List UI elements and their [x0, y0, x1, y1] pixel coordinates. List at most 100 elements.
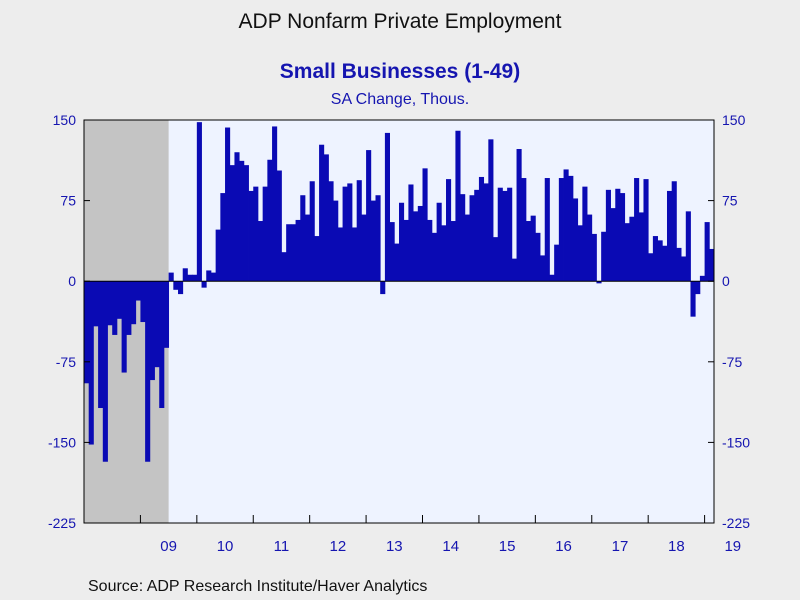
bar	[112, 281, 118, 335]
x-tick-label: 15	[499, 538, 516, 555]
x-tick-label: 12	[330, 538, 347, 555]
source-note: Source: ADP Research Institute/Haver Ana…	[88, 578, 428, 595]
bar	[356, 180, 362, 282]
bar	[234, 152, 240, 282]
bar	[695, 281, 701, 295]
bar	[525, 221, 532, 282]
bar	[163, 281, 170, 348]
bar	[502, 190, 508, 282]
bar	[422, 168, 428, 282]
bar	[300, 195, 306, 282]
bar	[384, 132, 390, 282]
bar	[201, 281, 207, 288]
y-tick-label-right: -75	[722, 354, 742, 370]
bar	[140, 281, 146, 323]
bar	[272, 126, 278, 282]
bar	[427, 219, 433, 282]
bar	[615, 188, 621, 282]
bar	[328, 181, 334, 282]
bar	[591, 233, 597, 282]
bar	[135, 281, 141, 301]
bar	[455, 130, 461, 282]
bar	[511, 258, 517, 282]
bar	[638, 212, 644, 282]
bar	[657, 240, 663, 282]
x-tick-label: 14	[442, 538, 459, 555]
bar	[671, 181, 677, 282]
bar	[182, 268, 188, 282]
bar	[474, 189, 480, 282]
bar	[554, 244, 560, 282]
y-tick-label-right: 150	[722, 112, 746, 128]
bar	[624, 223, 630, 282]
bar	[544, 178, 550, 282]
chart-subtitle: Small Businesses (1-49)	[279, 60, 521, 83]
bar	[648, 253, 654, 282]
y-tick-label-left: -150	[48, 434, 76, 450]
bar	[333, 200, 339, 282]
bar	[540, 255, 546, 282]
bar	[243, 165, 249, 282]
x-tick-label: 11	[274, 538, 290, 555]
bar	[704, 222, 710, 282]
bar	[154, 281, 160, 368]
bar	[192, 274, 198, 282]
bar	[229, 165, 235, 282]
bar	[587, 214, 593, 282]
bar	[361, 214, 367, 282]
bar	[248, 190, 254, 282]
y-tick-label-right: 75	[722, 193, 738, 209]
bar	[460, 194, 466, 282]
bar	[394, 243, 400, 282]
bar	[257, 221, 264, 282]
bar	[98, 281, 104, 409]
x-tick-label: 17	[612, 538, 629, 555]
bar	[568, 175, 574, 282]
bar	[549, 274, 555, 282]
bar	[643, 179, 649, 282]
bar	[596, 281, 602, 284]
bar	[253, 186, 259, 282]
bar	[351, 227, 358, 282]
bar	[690, 281, 696, 317]
plot-frame	[83, 119, 715, 524]
bar	[262, 186, 268, 282]
bar	[493, 237, 499, 282]
bar	[629, 216, 635, 282]
y-tick-label-left: -225	[48, 515, 76, 531]
bar	[121, 281, 127, 373]
bar	[215, 229, 221, 282]
bar	[408, 184, 414, 282]
bar	[652, 236, 658, 282]
bar	[337, 227, 343, 282]
bar	[276, 170, 282, 282]
bar	[210, 272, 217, 282]
bar	[441, 225, 447, 282]
bar	[107, 281, 113, 326]
bar	[131, 281, 137, 325]
bar	[403, 219, 409, 282]
bar	[187, 274, 193, 282]
bar	[572, 198, 579, 282]
bar	[206, 270, 212, 282]
bar	[295, 219, 301, 282]
bar	[286, 224, 292, 282]
bar	[281, 252, 287, 282]
bar	[676, 247, 682, 282]
bar	[413, 211, 419, 282]
bar	[168, 272, 174, 282]
bar	[634, 178, 640, 282]
bar	[389, 222, 395, 282]
y-tick-label-right: 0	[722, 273, 730, 289]
bar	[662, 245, 668, 282]
y-tick-label-right: -150	[722, 434, 750, 450]
bar	[342, 186, 348, 282]
bar	[681, 256, 687, 282]
bar	[375, 195, 381, 282]
y-tick-label-left: 150	[53, 112, 77, 128]
bar	[126, 281, 132, 335]
bar	[366, 150, 372, 282]
bar	[521, 178, 527, 282]
bar	[516, 149, 522, 282]
